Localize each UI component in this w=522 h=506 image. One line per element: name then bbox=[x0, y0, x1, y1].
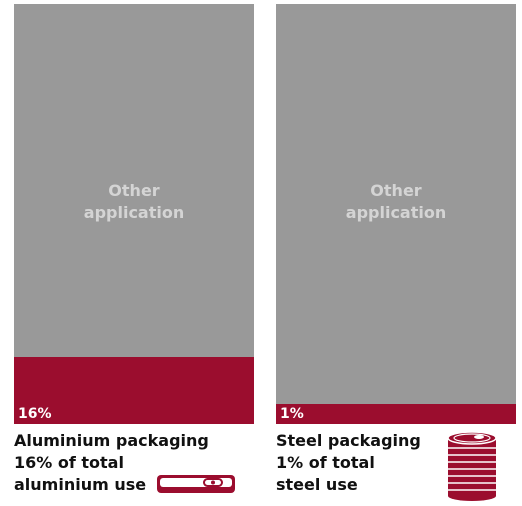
aluminium-caption: Aluminium packaging 16% of total alumini… bbox=[14, 430, 209, 496]
steel-caption: Steel packaging 1% of total steel use bbox=[276, 430, 421, 496]
aluminium-caption-line1: Aluminium packaging bbox=[14, 431, 209, 450]
steel-other-label: Other application bbox=[276, 180, 516, 224]
steel-packaging-bar bbox=[276, 404, 516, 424]
aluminium-caption-line3: aluminium use bbox=[14, 475, 147, 494]
aluminium-other-label-line2: application bbox=[83, 203, 185, 222]
steel-caption-line1: Steel packaging bbox=[276, 431, 421, 450]
aluminium-other-bar bbox=[14, 4, 254, 424]
aluminium-other-label: Other application bbox=[14, 180, 254, 224]
steel-chart: Other application 1% bbox=[276, 4, 516, 424]
aluminium-caption-line2: 16% of total bbox=[14, 453, 124, 472]
steel-other-bar bbox=[276, 4, 516, 424]
aluminium-packaging-bar bbox=[14, 357, 254, 424]
steel-share-label: 1% bbox=[280, 406, 304, 422]
aluminium-other-label-line1: Other bbox=[108, 181, 160, 200]
steel-other-label-line1: Other bbox=[370, 181, 422, 200]
aluminium-tin-icon bbox=[157, 475, 235, 493]
steel-other-label-line2: application bbox=[345, 203, 447, 222]
steel-can-icon bbox=[447, 431, 497, 501]
steel-caption-line3: steel use bbox=[276, 475, 358, 494]
aluminium-chart: Other application 16% bbox=[14, 4, 254, 424]
aluminium-share-label: 16% bbox=[18, 406, 52, 422]
steel-caption-line2: 1% of total bbox=[276, 453, 375, 472]
